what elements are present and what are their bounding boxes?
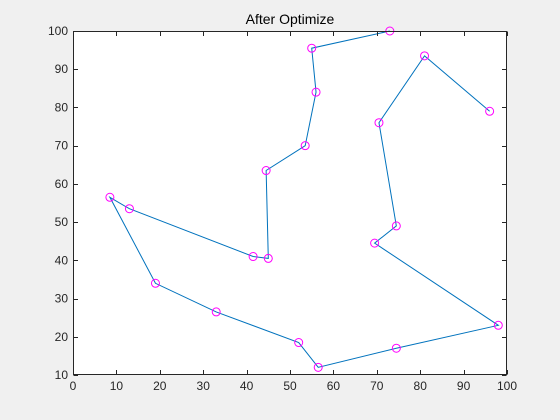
data-point bbox=[370, 238, 380, 248]
x-tick-label: 80 bbox=[414, 379, 428, 393]
series-line bbox=[108, 30, 500, 368]
x-tick-label: 70 bbox=[370, 379, 384, 393]
data-point bbox=[493, 320, 503, 330]
data-point bbox=[248, 252, 258, 262]
data-point bbox=[263, 253, 273, 263]
x-tick-label: 50 bbox=[283, 379, 297, 393]
data-point bbox=[105, 192, 115, 202]
data-point bbox=[294, 338, 304, 348]
x-tick-label: 10 bbox=[110, 379, 124, 393]
data-point bbox=[300, 141, 310, 151]
data-point bbox=[150, 278, 160, 288]
data-point bbox=[311, 87, 321, 97]
x-tick-label: 90 bbox=[457, 379, 471, 393]
y-tick-label: 50 bbox=[55, 215, 69, 229]
x-tick-label: 20 bbox=[153, 379, 167, 393]
data-point bbox=[307, 43, 317, 53]
axes-layer: 0 10 20 30 40 50 60 70 80 90 100102030405060708090… bbox=[48, 24, 517, 393]
series-layer bbox=[105, 26, 503, 372]
data-point bbox=[420, 51, 430, 61]
data-point bbox=[211, 307, 221, 317]
data-point bbox=[485, 106, 495, 116]
chart-title: After Optimize bbox=[246, 11, 335, 27]
y-tick-label: 40 bbox=[55, 253, 69, 267]
y-tick-label: 20 bbox=[55, 330, 69, 344]
y-tick-label: 30 bbox=[55, 292, 69, 306]
x-tick-label: 40 bbox=[240, 379, 254, 393]
data-point bbox=[391, 343, 401, 353]
y-tick-label: 60 bbox=[55, 177, 69, 191]
y-tick-label: 10 bbox=[55, 368, 69, 382]
x-tick-label: 60 bbox=[327, 379, 341, 393]
y-tick-label: 100 bbox=[48, 24, 68, 38]
data-point bbox=[261, 166, 271, 176]
data-point bbox=[374, 118, 384, 128]
y-tick-label: 80 bbox=[55, 100, 69, 114]
axes-background bbox=[73, 31, 507, 375]
y-tick-label: 90 bbox=[55, 62, 69, 76]
x-tick-label: 30 bbox=[197, 379, 211, 393]
x-tick-label: 100 bbox=[497, 379, 517, 393]
x-tick-label: 0 bbox=[70, 379, 77, 393]
data-point bbox=[391, 221, 401, 231]
data-point bbox=[124, 204, 134, 214]
y-tick-label: 70 bbox=[55, 139, 69, 153]
data-point bbox=[313, 362, 323, 372]
